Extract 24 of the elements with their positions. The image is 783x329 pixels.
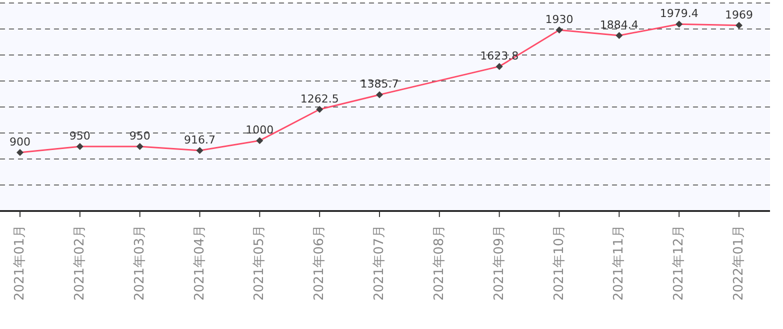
- x-tick-label: 2021年10月: [552, 225, 567, 301]
- x-tick-label: 2021年06月: [312, 225, 328, 301]
- x-tick-label: 2021年02月: [72, 225, 88, 301]
- x-tick-label: 2021年07月: [372, 225, 387, 301]
- x-tick-label: 2022年01月: [732, 225, 746, 301]
- data-label: 1000: [246, 124, 274, 137]
- x-tick-label: 2021年04月: [192, 225, 208, 301]
- x-tick-label: 2021年08月: [432, 225, 447, 301]
- x-tick-label: 2021年05月: [252, 225, 268, 301]
- x-tick-label: 2021年12月: [672, 225, 687, 301]
- data-label: 916.7: [184, 134, 216, 147]
- x-tick-label: 2021年11月: [612, 225, 627, 301]
- data-label: 950: [129, 130, 150, 143]
- x-tick-label: 2021年09月: [492, 225, 507, 301]
- data-label: 1930: [545, 13, 574, 26]
- x-tick-label: 2021年03月: [132, 225, 148, 301]
- x-tick-label: 2021年01月: [12, 225, 28, 301]
- data-label: 1979.4: [660, 7, 698, 20]
- data-label: 950: [69, 130, 90, 143]
- data-label: 1262.5: [300, 92, 339, 106]
- data-label: 1385.7: [360, 78, 399, 91]
- data-label: 900: [10, 135, 30, 148]
- data-label: 1884.4: [600, 18, 638, 32]
- data-label: 1969: [725, 8, 753, 22]
